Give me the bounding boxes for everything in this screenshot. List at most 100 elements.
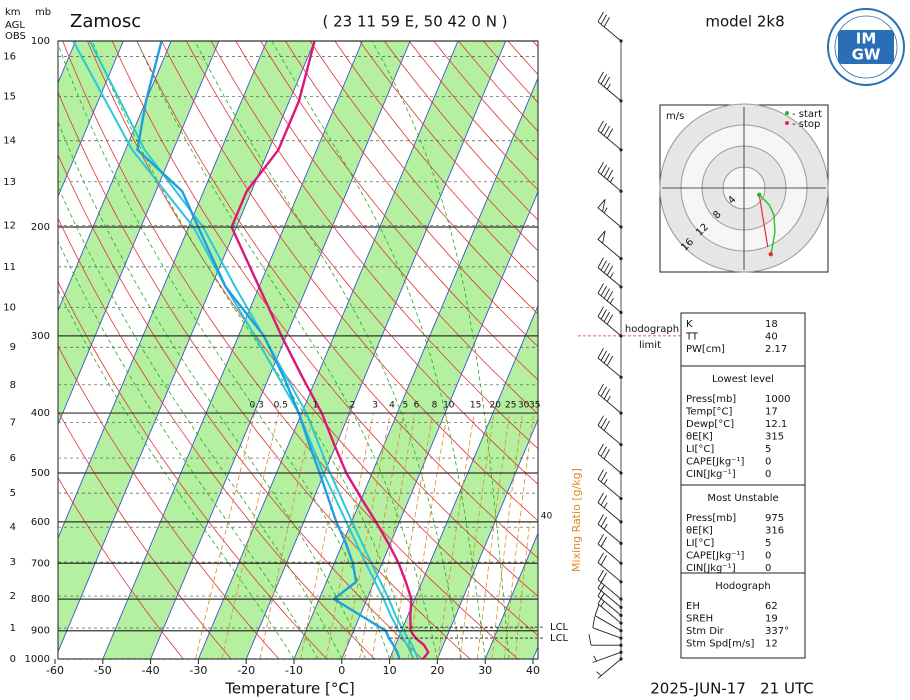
stats-value: 315 (765, 432, 784, 443)
wind-level-dot (619, 496, 623, 501)
logo: IM GW (827, 8, 905, 86)
mixing-ratio-label: 30 (518, 400, 530, 410)
logo-band (838, 30, 894, 64)
logo-text: IM (856, 30, 877, 48)
dry-adiabat (58, 217, 375, 659)
logo-text: GW (852, 46, 881, 64)
dry-adiabat (62, 41, 519, 659)
stats-value: 2.17 (765, 344, 787, 355)
date-label: 2025-JUN-17 21 UTC (650, 680, 813, 698)
height-tick-label: 3 (10, 557, 16, 568)
wind-barb (597, 534, 622, 564)
height-tick-label: 1 (10, 623, 16, 634)
wind-barb (597, 306, 622, 337)
wind-level-dot (619, 39, 623, 43)
stats-value: 337° (765, 626, 789, 637)
legend-marker (785, 121, 789, 125)
height-tick-label: 2 (10, 591, 16, 602)
isotherm (484, 532, 538, 659)
height-tick-label: 16 (3, 52, 16, 63)
height-ref: OBS (5, 31, 26, 42)
hodograph-motion (758, 194, 769, 248)
hodograph-start (757, 192, 762, 198)
dry-adiabat (111, 41, 538, 597)
dry-adiabat (58, 345, 280, 659)
pressure-tick-label: 600 (31, 517, 50, 528)
mixing-ratio-title: Mixing Ratio [g/kg] (570, 468, 583, 572)
dry-adiabat (161, 41, 538, 522)
mixing-ratio-label: 20 (490, 400, 502, 410)
hodograph-unit: m/s (666, 111, 684, 122)
wind-barb (597, 283, 622, 313)
wind-barb (597, 230, 622, 259)
stats-label: LI[°C] (686, 538, 714, 549)
stats-value: 62 (765, 601, 778, 612)
wind-level-dot (619, 310, 623, 315)
wind-level-dot (619, 375, 623, 379)
stats-value: 0 (765, 457, 771, 468)
height-tick-label: 12 (3, 221, 16, 232)
pressure-tick-label: 400 (31, 408, 50, 419)
dry-adiabat (408, 41, 538, 191)
mixing-ratio-label: 10 (443, 400, 455, 410)
dewpoint-curve (136, 41, 401, 659)
pressure-tick-label: 700 (31, 558, 50, 569)
wind-barb (597, 514, 622, 544)
height-tick-label: 9 (10, 342, 16, 353)
height-tick-label: 11 (3, 262, 16, 273)
wind-level-dot (619, 636, 623, 640)
wind-level-dot (619, 657, 623, 661)
height-tick-label: 14 (3, 136, 16, 147)
isotherm (150, 41, 411, 659)
wind-barb (597, 257, 622, 288)
isotherm (245, 41, 507, 659)
logo-ring (834, 15, 898, 79)
stats-value: 12.1 (765, 419, 787, 430)
moist-adiabat (194, 41, 462, 659)
height-tick-label: 15 (3, 92, 16, 103)
stats-value: 5 (765, 444, 771, 455)
x-tick-label: 10 (383, 664, 397, 677)
moist-adiabat (91, 41, 414, 659)
wind-barb (597, 593, 622, 624)
legend-marker (785, 111, 789, 115)
mixing-ratio-label: 15 (470, 400, 481, 410)
wind-barb (597, 415, 622, 446)
wind-level-dot (619, 189, 623, 193)
stats-label: CAPE[Jkg⁻¹] (686, 457, 744, 468)
isotherm-band (485, 533, 538, 659)
stats-value: 975 (765, 513, 784, 524)
moist-adiabat (58, 121, 367, 659)
mixing-ratio-label: 8 (432, 400, 438, 410)
dry-adiabat (58, 476, 184, 659)
dry-adiabat (210, 41, 538, 450)
moist-adiabat (58, 42, 390, 659)
wind-level-dot (619, 561, 623, 565)
pressure-tick-label: 200 (31, 222, 50, 233)
stats-value: 1000 (765, 394, 790, 405)
wind-barb (597, 443, 622, 474)
wind-level-dot (619, 643, 623, 647)
dry-adiabat (186, 41, 538, 485)
stats-value: 0 (765, 469, 771, 480)
mixing-ratio-label: 35 (529, 400, 540, 410)
hodograph-limit-label: limit (639, 340, 661, 351)
stats-label: CIN[Jkg⁻¹] (686, 469, 736, 480)
stats-section-title: Lowest level (712, 374, 774, 385)
pressure-tick-label: 800 (31, 594, 50, 605)
wind-barb (597, 71, 622, 102)
station-location: ( 23 11 59 E, 50 42 0 N ) (322, 13, 507, 31)
wind-level-dot (619, 148, 623, 152)
dry-adiabat (87, 41, 538, 637)
height-tick-label: 8 (10, 380, 16, 391)
wind-level-dot (619, 605, 623, 609)
dry-adiabat (260, 41, 538, 381)
stats-value: 5 (765, 538, 771, 549)
wind-level-dot (619, 520, 623, 524)
lcl-label: LCL (550, 622, 569, 633)
stats-value: 316 (765, 526, 784, 537)
stats-value: 0 (765, 563, 771, 574)
station-title: Zamosc (70, 11, 141, 32)
wind-barb (597, 469, 622, 499)
